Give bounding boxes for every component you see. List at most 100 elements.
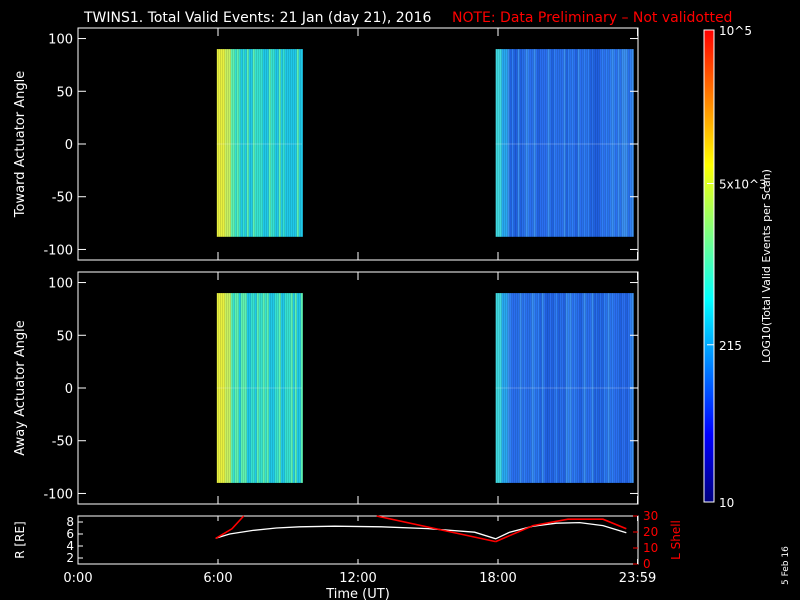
heatmap-column [563,49,566,237]
heatmap-column [222,49,225,237]
y-axis-label: Toward Actuator Angle [13,71,28,218]
heatmap-column [298,49,301,237]
heatmap-column [511,49,514,237]
heatmap-column [525,49,528,237]
heatmap-column [619,49,622,237]
heatmap-column [499,293,502,483]
heatmap-column [557,49,560,237]
heatmap-column [507,49,510,237]
heatmap-column [569,49,572,237]
heatmap-column [587,293,590,483]
colorbar-tick-label: 5x10^3 [719,178,767,192]
heatmap-column [244,49,247,237]
heatmap-column [262,49,265,237]
heatmap-column [519,293,522,483]
heatmap-column [589,49,592,237]
heatmap-column [495,293,498,483]
heatmap-column [535,49,538,237]
heatmap-column [551,49,554,237]
x-tick-label: 0:00 [63,571,92,586]
colorbar: LOG10(Total Valid Events per Scan) 10 215… [703,24,773,510]
heatmap-column [501,49,504,237]
heatmap-column [601,49,604,237]
heatmap-column [531,49,534,237]
heatmap-column [611,49,614,237]
heatmap-column [294,293,297,483]
heatmap-column [623,293,626,483]
y-tick-label: 6 [66,527,74,541]
heatmap-column [607,49,610,237]
heatmap-column [609,293,612,483]
heatmap-column [533,49,536,237]
heatmap-column [513,293,516,483]
heatmap-column [503,49,506,237]
heatmap-column [603,49,606,237]
heatmap-column [228,49,231,237]
heatmap-column [290,293,293,483]
heatmap-column [288,293,291,483]
y-tick-label: 2 [66,551,74,565]
colorbar-label: LOG10(Total Valid Events per Scan) [760,169,773,363]
right-y-axis-label: L Shell [669,520,683,560]
y-tick-label: 0 [65,382,73,397]
heatmap-column [515,49,518,237]
heatmap-column [561,293,564,483]
heatmap-column [276,49,279,237]
heatmap-column [553,49,556,237]
heatmap-column [525,293,528,483]
heatmap-column [296,293,299,483]
heatmap-column [280,49,283,237]
heatmap-column [565,293,568,483]
heatmap-column [539,293,542,483]
heatmap-column [248,293,251,483]
heatmap-column [224,293,227,483]
heatmap-column [274,49,277,237]
heatmap-column [236,293,239,483]
heatmap-column [523,293,526,483]
heatmap-column [517,49,520,237]
heatmap-column [242,49,245,237]
heatmap-column [521,49,524,237]
heatmap-column [599,293,602,483]
heatmap-column [240,49,243,237]
heatmap-column [541,293,544,483]
heatmap-column [515,293,518,483]
heatmap-column [591,293,594,483]
heatmap-column [264,49,267,237]
heatmap-column [595,49,598,237]
heatmap-column [545,49,548,237]
heatmap-column [258,49,261,237]
heatmap-column [246,293,249,483]
heatmap-column [533,293,536,483]
heatmap-column [545,293,548,483]
heatmap-column [523,49,526,237]
y-tick-label: -50 [52,191,73,206]
preliminary-note: NOTE: Data Preliminary – Not validotted [452,10,732,26]
heatmap-column [571,293,574,483]
heatmap-column [292,49,295,237]
heatmap-column [615,49,618,237]
heatmap-column [605,49,608,237]
heatmap-column [521,293,524,483]
heatmap-column [543,49,546,237]
heatmap-column [260,293,263,483]
heatmap-column [573,293,576,483]
heatmap-column [581,49,584,237]
heatmap-column [617,49,620,237]
heatmap-column [288,49,291,237]
heatmap-column [270,293,273,483]
heatmap-column [226,49,229,237]
heatmap-column [601,293,604,483]
heatmap-column [595,293,598,483]
heatmap-column [242,293,245,483]
heatmap-column [589,293,592,483]
y-tick-label: -100 [43,243,73,258]
heatmap-column [519,49,522,237]
heatmap-column [603,293,606,483]
heatmap-column [499,49,502,237]
heatmap-column [553,293,556,483]
heatmap-column [220,293,223,483]
y-tick-label: 0 [65,138,73,153]
heatmap-column [262,293,265,483]
heatmap-column [535,293,538,483]
